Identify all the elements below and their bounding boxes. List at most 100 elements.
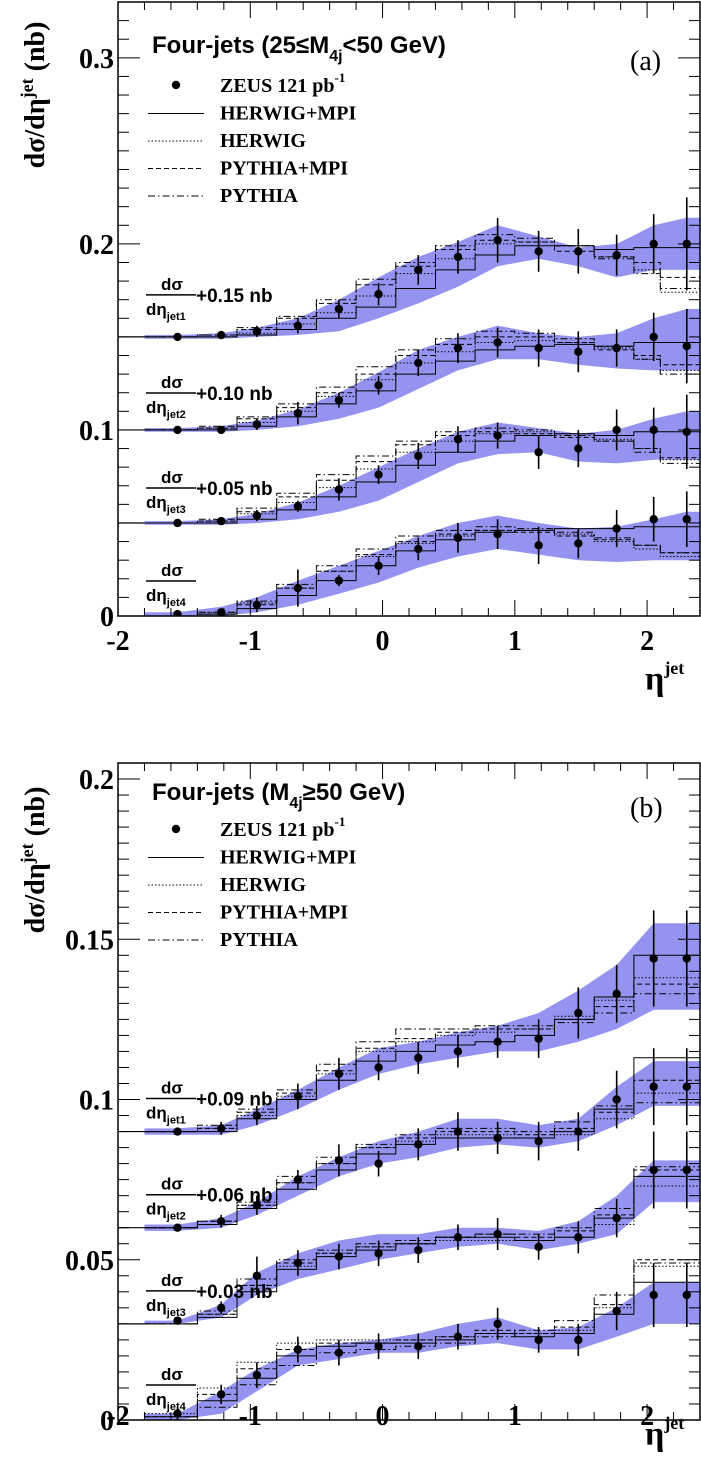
data-point: [216, 608, 226, 616]
fraction-denominator-subscript: jet1: [166, 311, 186, 323]
x-tick-label: 2: [640, 626, 654, 657]
data-point: [453, 1047, 463, 1056]
fraction-denominator: dηjet3: [146, 493, 186, 516]
data-point: [216, 1217, 226, 1226]
data-point: [414, 265, 423, 275]
data-point: [649, 1165, 658, 1175]
y-tick-label: 0.1: [79, 1086, 114, 1117]
fraction-denominator-text: dη: [146, 586, 167, 605]
fraction-denominator: dηjet1: [146, 1104, 186, 1127]
data-point: [612, 1213, 621, 1223]
chart-title-text: Four-jets (M: [152, 779, 289, 806]
uncertainty-band-jet4: [144, 511, 700, 616]
series-label-jet3: dσ dηjet3 +0.03 nb: [146, 1271, 273, 1319]
data-point: [649, 954, 658, 963]
chart-title: Four-jets (25≤M4j<50 GeV): [152, 32, 446, 65]
chart-title-subscript: 4j: [329, 48, 342, 65]
data-point: [682, 954, 691, 963]
uncertainty-band-jet2: [144, 1061, 700, 1231]
legend-label-superscript: -1: [335, 814, 346, 829]
chart-title: Four-jets (M4j≥50 GeV): [152, 779, 405, 812]
legend: ZEUS 121 pb-1 HERWIG+MPI HERWIG PYTHIA+MPI P…: [148, 814, 356, 951]
legend-label: HERWIG+MPI: [220, 847, 356, 869]
data-point: [173, 425, 182, 435]
fraction-denominator-subscript: jet4: [166, 597, 187, 609]
legend-label-text: HERWIG: [220, 874, 306, 896]
data-point: [612, 1306, 621, 1316]
y-tick-label: 0.15: [65, 925, 114, 956]
y-axis-label-superscript: jet: [17, 843, 37, 864]
series-offset-label: +0.10 nb: [196, 384, 273, 405]
panel-label: (a): [630, 46, 661, 77]
data-point: [334, 1252, 344, 1261]
series-offset-label: +0.05 nb: [196, 479, 273, 500]
fraction-numerator: dσ: [161, 1271, 183, 1290]
data-point: [493, 1319, 502, 1329]
data-point: [453, 1332, 463, 1341]
uncertainty-band-jet4: [144, 1282, 700, 1420]
data-point: [216, 425, 226, 435]
data-point: [216, 516, 226, 526]
x-axis-label-superscript: jet: [663, 658, 684, 678]
uncertainty-band-jet1: [144, 923, 700, 1135]
x-tick-label: -1: [239, 1401, 262, 1432]
legend-label-text: PYTHIA+MPI: [220, 902, 348, 924]
data-point: [252, 1370, 262, 1380]
data-point: [374, 381, 383, 390]
pythia-mpi-histogram-jet3: [144, 1169, 700, 1325]
data-point: [534, 448, 543, 457]
data-point: [649, 1082, 658, 1091]
uncertainty-band-jet3: [144, 411, 700, 525]
legend-marker: [171, 80, 181, 90]
plot-area: [118, 197, 700, 616]
data-point: [293, 1345, 303, 1354]
data-point: [682, 1082, 691, 1091]
data-point: [612, 989, 621, 998]
y-axis-label: dσ/dηjet (nb): [17, 787, 51, 934]
fraction-denominator-text: dη: [146, 398, 167, 417]
herwig-histogram-jet1: [144, 241, 700, 338]
fraction-denominator: dηjet2: [146, 398, 186, 421]
x-tick-label: -1: [239, 626, 262, 657]
x-axis-label: ηjet: [645, 658, 684, 698]
x-tick-label: 2: [640, 1401, 654, 1432]
data-point: [612, 343, 621, 353]
y-tick-label: 0: [100, 1406, 114, 1437]
legend-label-text: HERWIG+MPI: [220, 103, 356, 125]
uncertainty-band-jet3: [144, 1160, 700, 1324]
legend-label-text: HERWIG+MPI: [220, 847, 356, 869]
fraction-numerator: dσ: [161, 468, 183, 487]
data-point: [493, 529, 502, 539]
data-point: [574, 1335, 583, 1345]
data-point: [293, 502, 303, 511]
series-label-jet4: dσ dηjet4: [146, 561, 196, 609]
data-point: [682, 427, 691, 436]
data-point: [173, 1127, 182, 1136]
data-point: [574, 444, 583, 453]
x-tick-label: 1: [508, 1401, 522, 1432]
fraction-denominator-text: dη: [146, 1104, 167, 1123]
data-point: [682, 515, 691, 524]
series-offset-label: +0.03 nb: [196, 1282, 273, 1303]
series-label-jet2: dσ dηjet2 +0.10 nb: [146, 373, 273, 421]
series-offset-label: +0.06 nb: [196, 1186, 273, 1207]
fraction-numerator: dσ: [161, 1079, 183, 1098]
data-point: [374, 561, 383, 570]
legend-label: HERWIG: [220, 130, 306, 152]
x-axis-label-main: η: [645, 661, 664, 698]
data-point: [374, 470, 383, 479]
series-label-jet1: dσ dηjet1 +0.15 nb: [146, 275, 273, 323]
data-point: [414, 1053, 423, 1063]
legend-label-text: ZEUS 121 pb: [220, 75, 335, 97]
x-tick-label: 1: [508, 626, 522, 657]
data-point: [374, 1063, 383, 1072]
fraction-denominator-subscript: jet1: [166, 1115, 186, 1127]
data-point: [649, 1290, 658, 1300]
x-tick-label: -2: [106, 626, 129, 657]
legend-marker: [171, 824, 181, 834]
uncertainty-band-jet1: [144, 217, 700, 339]
data-point: [534, 1034, 543, 1043]
data-point: [414, 1140, 423, 1149]
series-offset-label: +0.15 nb: [196, 286, 273, 307]
fraction-denominator-text: dη: [146, 1390, 167, 1409]
